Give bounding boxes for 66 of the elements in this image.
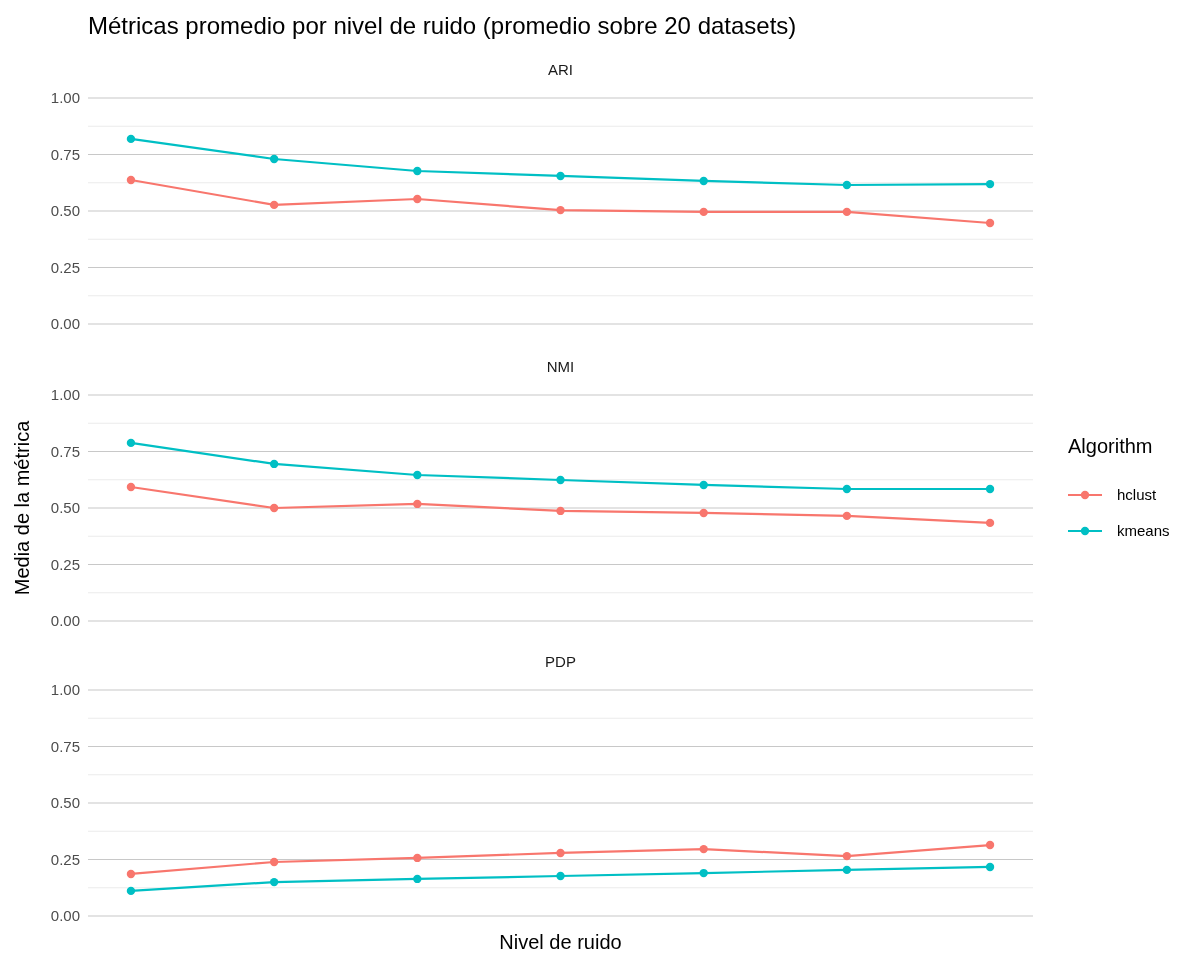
legend-title: Algorithm	[1068, 435, 1153, 457]
legend-label: kmeans	[1117, 522, 1170, 539]
y-tick-label: 1.00	[50, 681, 80, 699]
point	[413, 499, 422, 509]
point	[699, 207, 708, 217]
point	[413, 166, 422, 176]
point	[269, 503, 279, 513]
point	[842, 851, 852, 861]
point	[269, 154, 279, 164]
point	[699, 176, 708, 186]
point	[985, 518, 995, 528]
point	[556, 475, 565, 485]
point	[985, 179, 995, 189]
point	[699, 480, 708, 490]
x-axis-title: Nivel de ruido	[499, 931, 622, 953]
legend-label: hclust	[1117, 486, 1158, 503]
point	[556, 506, 565, 516]
y-tick-label: 0.75	[50, 145, 80, 163]
y-tick-label: 0.50	[50, 202, 80, 220]
y-tick-label: 0.75	[50, 442, 80, 460]
y-tick-label: 0.00	[50, 612, 80, 630]
point	[985, 218, 995, 228]
point	[556, 871, 565, 881]
y-tick-label: 1.00	[50, 386, 80, 404]
y-tick-label: 1.00	[50, 89, 80, 107]
point	[842, 511, 852, 521]
point	[269, 877, 279, 887]
chart-subtitle: ARI	[547, 61, 574, 78]
y-tick-label: 0.25	[50, 555, 80, 573]
point	[556, 848, 565, 858]
point	[842, 180, 852, 190]
point	[413, 470, 422, 480]
point	[126, 886, 136, 896]
y-tick-label: 0.50	[50, 794, 80, 812]
point	[126, 175, 136, 185]
point	[126, 482, 136, 492]
point	[413, 194, 422, 204]
point	[269, 857, 279, 867]
point	[842, 865, 852, 875]
y-tick-label: 0.75	[50, 737, 80, 755]
point	[699, 844, 708, 854]
point	[126, 869, 136, 879]
point	[126, 134, 136, 144]
y-axis-title: Media de la métrica	[11, 419, 33, 596]
y-tick-label: 0.00	[50, 907, 80, 925]
point	[985, 840, 995, 850]
point	[413, 853, 422, 863]
point	[985, 862, 995, 872]
chart-title: Métricas promedio por nivel de ruido (promedio sobre 20 datasets)	[88, 12, 797, 39]
point	[413, 874, 422, 884]
point	[842, 207, 852, 217]
point	[985, 484, 995, 494]
chart-subtitle: PDP	[545, 653, 576, 670]
point	[842, 484, 852, 494]
y-tick-label: 0.00	[50, 315, 80, 333]
point	[269, 459, 279, 469]
point	[556, 205, 565, 215]
y-tick-label: 0.25	[50, 258, 80, 276]
point	[699, 868, 708, 878]
chart-subtitle: NMI	[546, 358, 575, 375]
point	[126, 438, 136, 448]
point	[269, 200, 279, 210]
y-tick-label: 0.25	[50, 850, 80, 868]
y-tick-label: 0.50	[50, 499, 80, 517]
point	[556, 171, 565, 181]
point	[699, 508, 708, 518]
